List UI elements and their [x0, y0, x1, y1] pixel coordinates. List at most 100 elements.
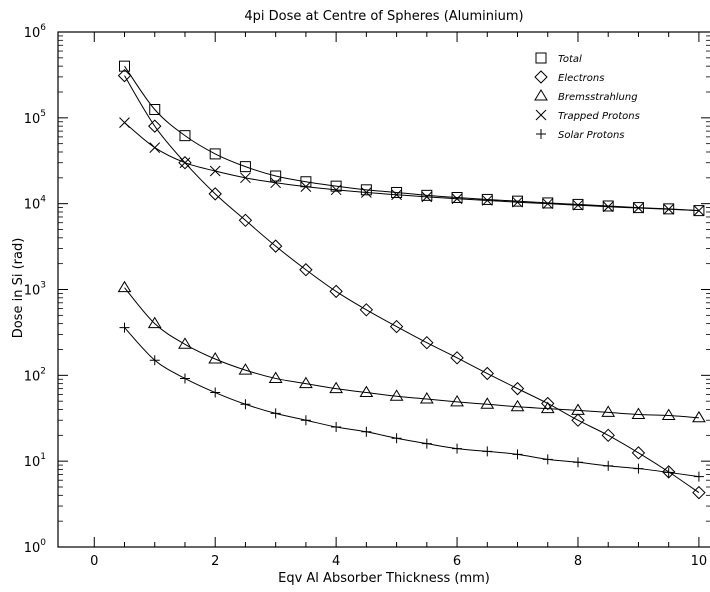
data-point-total	[119, 60, 131, 72]
data-point-solar-protons	[331, 422, 342, 433]
x-tick-label: 4	[332, 554, 340, 569]
data-point-trapped-protons	[149, 142, 161, 153]
data-point-bremsstrahlung	[419, 392, 434, 404]
data-point-bremsstrahlung	[601, 405, 616, 417]
x-tick-label: 10	[691, 554, 708, 569]
data-point-electrons	[299, 263, 313, 277]
data-point-solar-protons	[693, 471, 704, 482]
data-point-electrons	[692, 485, 706, 500]
data-point-trapped-protons	[240, 172, 251, 184]
data-point-total	[481, 193, 493, 205]
data-point-total	[421, 189, 433, 201]
data-point-trapped-protons	[693, 205, 705, 216]
data-point-solar-protons	[391, 433, 402, 444]
legend-label-electrons: Electrons	[558, 73, 604, 84]
chart-title: 4pi Dose at Centre of Spheres (Aluminium…	[244, 9, 523, 24]
data-point-bremsstrahlung	[631, 407, 646, 419]
data-point-total	[209, 148, 221, 160]
y-tick-label: 104	[24, 195, 47, 213]
data-point-trapped-protons	[542, 198, 554, 210]
y-tick-label: 106	[24, 23, 47, 41]
series-line-trapped-protons	[124, 122, 699, 212]
data-point-electrons	[571, 413, 585, 427]
data-point-total	[602, 200, 614, 212]
data-point-total	[391, 186, 403, 198]
data-point-electrons	[117, 68, 132, 83]
data-point-electrons	[238, 213, 253, 228]
legend-label-solar-protons: Solar Protons	[558, 130, 625, 141]
data-point-bremsstrahlung	[692, 410, 706, 423]
data-point-electrons	[208, 187, 222, 201]
data-point-bremsstrahlung	[147, 316, 162, 329]
data-point-solar-protons	[119, 322, 130, 333]
data-point-solar-protons	[300, 415, 311, 426]
plot-frame	[57, 31, 710, 548]
series-line-bremsstrahlung	[124, 287, 699, 419]
legend: Total Electrons Bremsstrahlung Trapped Prot…	[534, 52, 640, 141]
data-point-bremsstrahlung	[359, 385, 374, 398]
data-point-trapped-protons	[572, 199, 584, 211]
legend-marker-solar-protons	[536, 129, 546, 139]
data-point-total	[330, 180, 342, 192]
data-point-bremsstrahlung	[329, 381, 344, 394]
data-point-bremsstrahlung	[540, 401, 555, 414]
data-point-electrons	[329, 284, 343, 299]
data-point-trapped-protons	[602, 201, 614, 213]
data-point-solar-protons	[542, 454, 553, 465]
data-point-total	[512, 195, 524, 207]
data-point-bremsstrahlung	[299, 376, 313, 389]
data-point-electrons	[389, 319, 404, 334]
data-point-electrons	[480, 366, 494, 381]
data-point-trapped-protons	[300, 181, 312, 192]
legend-label-total: Total	[558, 54, 582, 65]
x-tick-label: 8	[574, 554, 582, 569]
data-point-trapped-protons	[330, 184, 342, 196]
data-point-bremsstrahlung	[178, 337, 192, 349]
data-point-solar-protons	[633, 463, 644, 474]
axis-ticks: 0 2 4 6 8 10 100 101 102 103 104 105 106	[24, 23, 710, 569]
data-point-total	[572, 198, 584, 210]
series-solar-protons	[119, 322, 704, 482]
data-point-electrons	[359, 303, 374, 317]
data-point-trapped-protons	[179, 157, 191, 169]
data-point-electrons	[510, 381, 525, 396]
x-tick-label: 2	[211, 554, 219, 569]
series-line-solar-protons	[124, 327, 699, 478]
x-tick-label: 6	[453, 554, 461, 569]
data-point-trapped-protons	[421, 191, 433, 203]
data-point-trapped-protons	[119, 117, 130, 128]
data-point-total	[239, 161, 251, 173]
data-point-trapped-protons	[663, 203, 675, 215]
data-point-bremsstrahlung	[208, 352, 223, 364]
data-point-solar-protons	[210, 387, 221, 398]
data-point-solar-protons	[572, 457, 583, 468]
data-point-trapped-protons	[451, 193, 463, 205]
data-point-trapped-protons	[633, 202, 644, 214]
data-point-bremsstrahlung	[661, 408, 676, 421]
series-line-electrons	[124, 75, 700, 494]
data-point-electrons	[631, 446, 646, 460]
y-axis-label: Dose in Si (rad)	[11, 238, 26, 339]
data-point-total	[179, 130, 191, 142]
data-point-solar-protons	[663, 467, 674, 478]
data-point-solar-protons	[361, 426, 372, 437]
data-point-solar-protons	[240, 399, 251, 410]
series-bremsstrahlung	[117, 280, 706, 423]
data-point-total	[360, 184, 372, 196]
legend-marker-bremsstrahlung	[534, 89, 548, 101]
data-point-trapped-protons	[481, 195, 493, 206]
legend-marker-total	[535, 52, 547, 64]
data-point-solar-protons	[421, 438, 432, 449]
data-point-trapped-protons	[512, 196, 523, 208]
data-point-total	[451, 191, 463, 203]
data-point-solar-protons	[512, 449, 523, 460]
y-tick-label: 103	[24, 281, 46, 299]
data-point-trapped-protons	[209, 165, 221, 177]
legend-marker-electrons	[534, 70, 548, 84]
data-point-solar-protons	[270, 408, 281, 419]
data-point-solar-protons	[603, 460, 614, 471]
data-series	[117, 60, 706, 500]
legend-label-trapped-protons: Trapped Protons	[558, 111, 640, 122]
data-point-solar-protons	[149, 355, 160, 366]
